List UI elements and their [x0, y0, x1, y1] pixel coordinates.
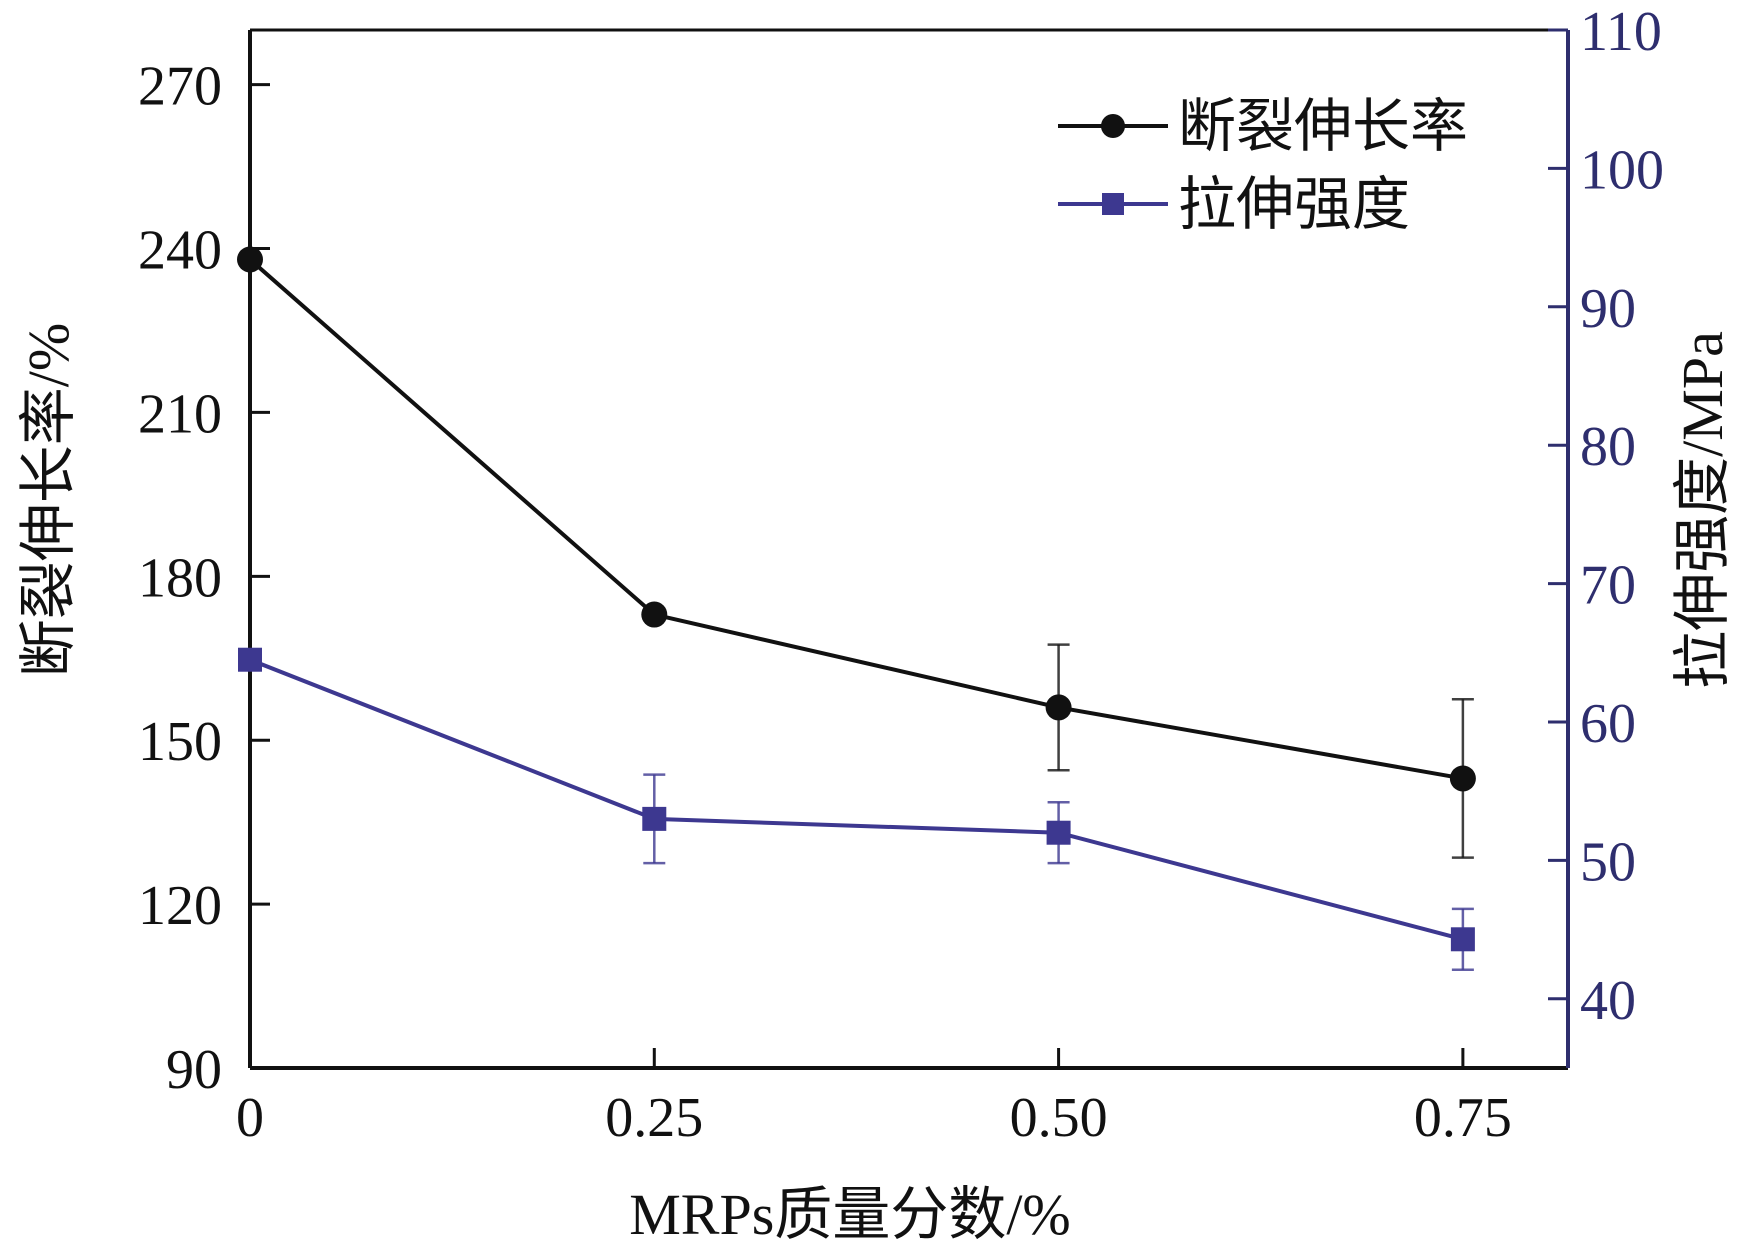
- legend-item-1: 断裂伸长率: [1058, 94, 1468, 159]
- right-y-tick-label: 80: [1580, 416, 1636, 478]
- right-y-tick-label: 60: [1580, 693, 1636, 755]
- x-tick-label: 0.75: [1414, 1087, 1512, 1149]
- left-y-axis-title: 断裂伸长率/%: [16, 323, 81, 677]
- right-y-tick-label: 110: [1580, 1, 1662, 63]
- data-point: [237, 246, 263, 273]
- data-point: [641, 601, 668, 628]
- data-point: [1045, 694, 1072, 721]
- series-2: [238, 647, 1475, 971]
- left-y-tick-label: 270: [138, 56, 222, 118]
- right-y-tick-label: 100: [1580, 139, 1664, 201]
- left-y-tick-label: 90: [166, 1039, 222, 1101]
- left-y-tick-label: 180: [138, 547, 222, 609]
- right-y-tick-label: 90: [1580, 278, 1636, 340]
- series-line: [249, 657, 1464, 942]
- axis-ticks: 90 120 150 180 210 240 270 40 50 60 70 80 90 100 110 0 0…: [138, 1, 1664, 1149]
- left-y-tick-label: 150: [138, 711, 222, 773]
- legend-label: 断裂伸长率: [1178, 94, 1468, 159]
- data-point: [1046, 820, 1071, 845]
- series-layer: [237, 246, 1476, 971]
- right-y-tick-label: 50: [1580, 831, 1636, 893]
- series-1: [237, 246, 1476, 859]
- legend-label: 拉伸强度: [1178, 172, 1410, 237]
- data-point: [1450, 927, 1475, 952]
- series-line: [248, 257, 1464, 781]
- legend-marker: [1102, 193, 1124, 215]
- x-tick-label: 0.25: [605, 1087, 703, 1149]
- legend-item-2: 拉伸强度: [1058, 172, 1410, 237]
- legend-marker: [1101, 114, 1125, 138]
- data-point: [642, 806, 667, 831]
- plot-frame: [248, 28, 1570, 1070]
- right-y-tick-label: 40: [1580, 970, 1636, 1032]
- right-y-axis-title: 拉伸强度/MPa: [1670, 331, 1735, 689]
- left-y-tick-label: 120: [138, 875, 222, 937]
- x-axis-title: MRPs质量分数/%: [629, 1182, 1071, 1247]
- x-tick-label: 0: [236, 1087, 264, 1149]
- left-y-tick-label: 210: [138, 383, 222, 445]
- right-y-tick-label: 70: [1580, 555, 1636, 617]
- data-point: [238, 647, 262, 672]
- x-tick-label: 0.50: [1010, 1087, 1108, 1149]
- data-point: [1449, 765, 1476, 792]
- left-y-tick-label: 240: [138, 220, 222, 282]
